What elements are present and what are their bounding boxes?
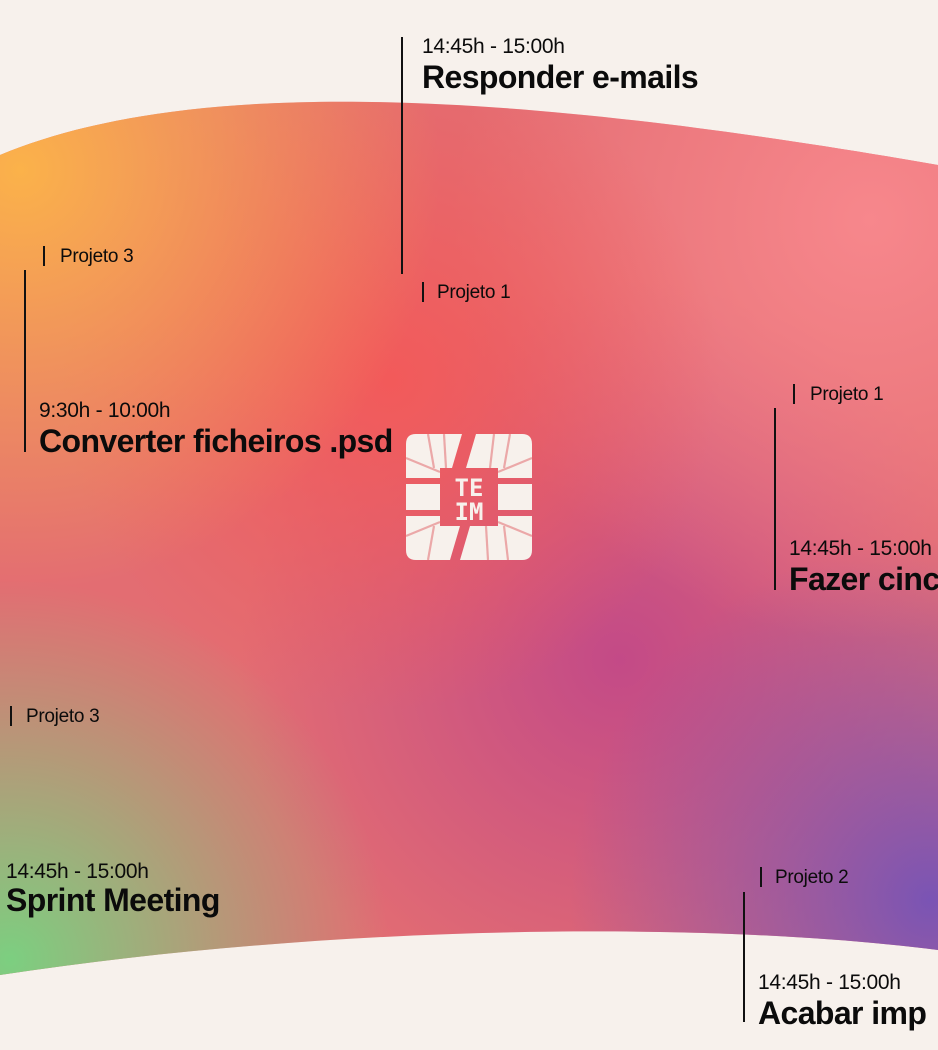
timeline-line [401,37,403,274]
task-time: 14:45h - 15:00h [789,537,932,560]
project-tick [422,282,424,302]
task-time: 14:45h - 15:00h [758,971,901,994]
logo-text-te: TE [455,474,484,502]
task-time: 14:45h - 15:00h [6,860,149,883]
teim-logo-icon: TE IM [405,433,533,561]
logo-text-im: IM [455,498,484,526]
task-project-tag: Projeto 2 [775,867,849,888]
task-project-tag: Projeto 1 [810,384,884,405]
task-time: 9:30h - 10:00h [39,399,171,422]
timeline-line [24,270,26,452]
project-tick [43,246,45,266]
task-title[interactable]: Responder e-mails [422,59,699,95]
task-title[interactable]: Fazer cinc [789,561,938,597]
task-project-tag: Projeto 3 [60,246,134,267]
task-title[interactable]: Acabar imp [758,995,927,1031]
project-tick [10,706,12,726]
task-title[interactable]: Sprint Meeting [6,882,220,918]
task-project-tag: Projeto 1 [437,282,511,303]
project-tick [793,384,795,404]
timeline-line [774,408,776,590]
timeline-line [743,892,745,1022]
task-title[interactable]: Converter ficheiros .psd [39,423,393,459]
task-time: 14:45h - 15:00h [422,35,565,58]
task-project-tag: Projeto 3 [26,706,100,727]
project-tick [760,867,762,887]
